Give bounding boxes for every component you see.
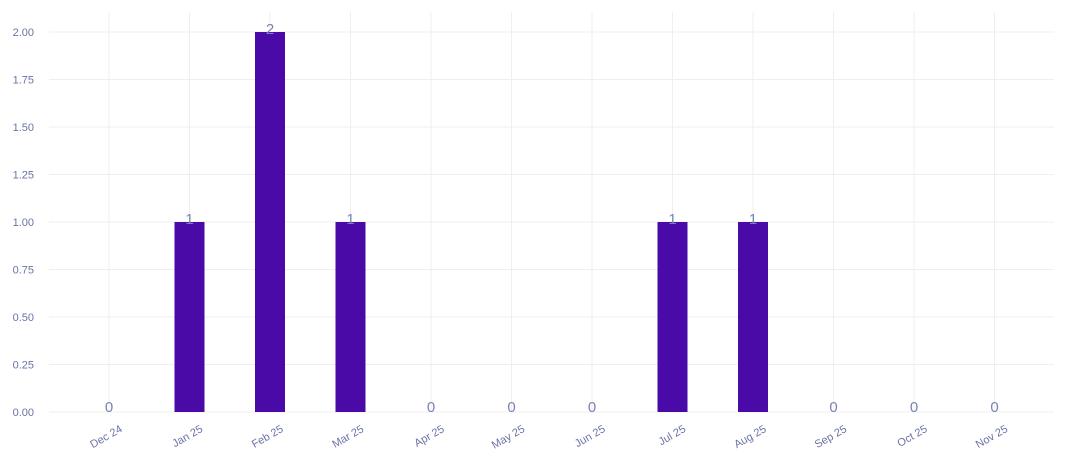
data-label: 1 xyxy=(749,211,757,228)
y-tick-label: 2.00 xyxy=(13,27,34,39)
data-label: 0 xyxy=(990,399,998,416)
y-tick-label: 0.25 xyxy=(13,360,34,372)
data-label: 1 xyxy=(668,211,676,228)
x-tick-label: May 25 xyxy=(490,423,527,451)
y-tick-label: 1.00 xyxy=(13,217,34,229)
x-tick-label: Sep 25 xyxy=(813,423,849,451)
data-label: 1 xyxy=(346,211,354,228)
bar[interactable] xyxy=(335,222,366,412)
data-label: 0 xyxy=(507,399,515,416)
x-tick-label: Mar 25 xyxy=(330,423,366,451)
x-tick-label: Jun 25 xyxy=(573,423,608,450)
x-tick-label: Jan 25 xyxy=(170,423,205,450)
data-label: 0 xyxy=(910,399,918,416)
x-tick-label: Apr 25 xyxy=(412,423,446,450)
y-tick-label: 0.50 xyxy=(13,312,34,324)
bar[interactable] xyxy=(738,222,768,412)
x-tick-label: Nov 25 xyxy=(974,423,1010,451)
y-tick-label: 0.75 xyxy=(13,265,34,277)
x-tick-label: Oct 25 xyxy=(895,423,929,450)
y-tick-label: 1.50 xyxy=(13,122,34,134)
data-label: 0 xyxy=(105,399,113,416)
x-tick-label: Feb 25 xyxy=(250,423,286,451)
bar[interactable] xyxy=(174,222,205,412)
data-label: 0 xyxy=(427,399,435,416)
y-tick-label: 0.00 xyxy=(13,407,34,419)
y-tick-label: 1.75 xyxy=(13,75,34,87)
data-label: 0 xyxy=(829,399,837,416)
bar[interactable] xyxy=(657,222,688,412)
x-tick-label: Aug 25 xyxy=(732,423,768,451)
data-label: 1 xyxy=(185,211,193,228)
data-labels: 0 1 2 1 0 0 0 1 1 0 0 0 xyxy=(105,21,999,416)
x-tick-label: Dec 24 xyxy=(88,423,124,451)
bars xyxy=(174,32,768,412)
y-tick-label: 1.25 xyxy=(13,170,34,182)
x-tick-label: Jul 25 xyxy=(657,423,688,448)
y-axis-ticks: 0.00 0.25 0.50 0.75 1.00 1.25 1.50 1.75 2.00 xyxy=(13,27,34,419)
data-label: 0 xyxy=(588,399,596,416)
x-axis-ticks: Dec 24 Jan 25 Feb 25 Mar 25 Apr 25 May 25 Jun … xyxy=(88,423,1010,451)
bar[interactable] xyxy=(255,32,285,412)
data-label: 2 xyxy=(266,21,274,38)
